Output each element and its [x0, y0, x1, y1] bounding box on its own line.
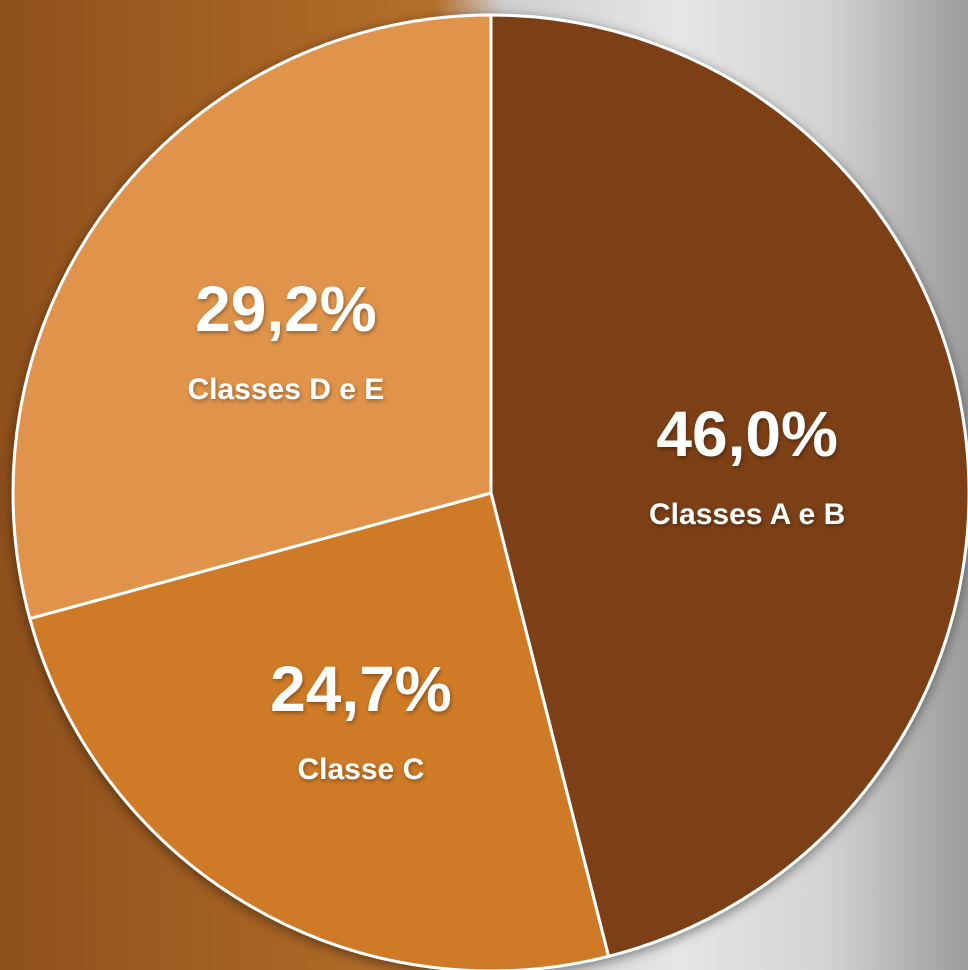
- value-label: 24,7%: [270, 653, 451, 725]
- category-label: Classes A e B: [649, 498, 845, 531]
- category-label: Classes D e E: [188, 373, 385, 406]
- chart: 46,0% Classes A e B 24,7% Classe C 29,2% Clas…: [0, 0, 968, 970]
- pie: [13, 15, 968, 970]
- value-label: 29,2%: [195, 273, 376, 345]
- value-label: 46,0%: [656, 398, 837, 470]
- category-label: Classe C: [298, 753, 425, 786]
